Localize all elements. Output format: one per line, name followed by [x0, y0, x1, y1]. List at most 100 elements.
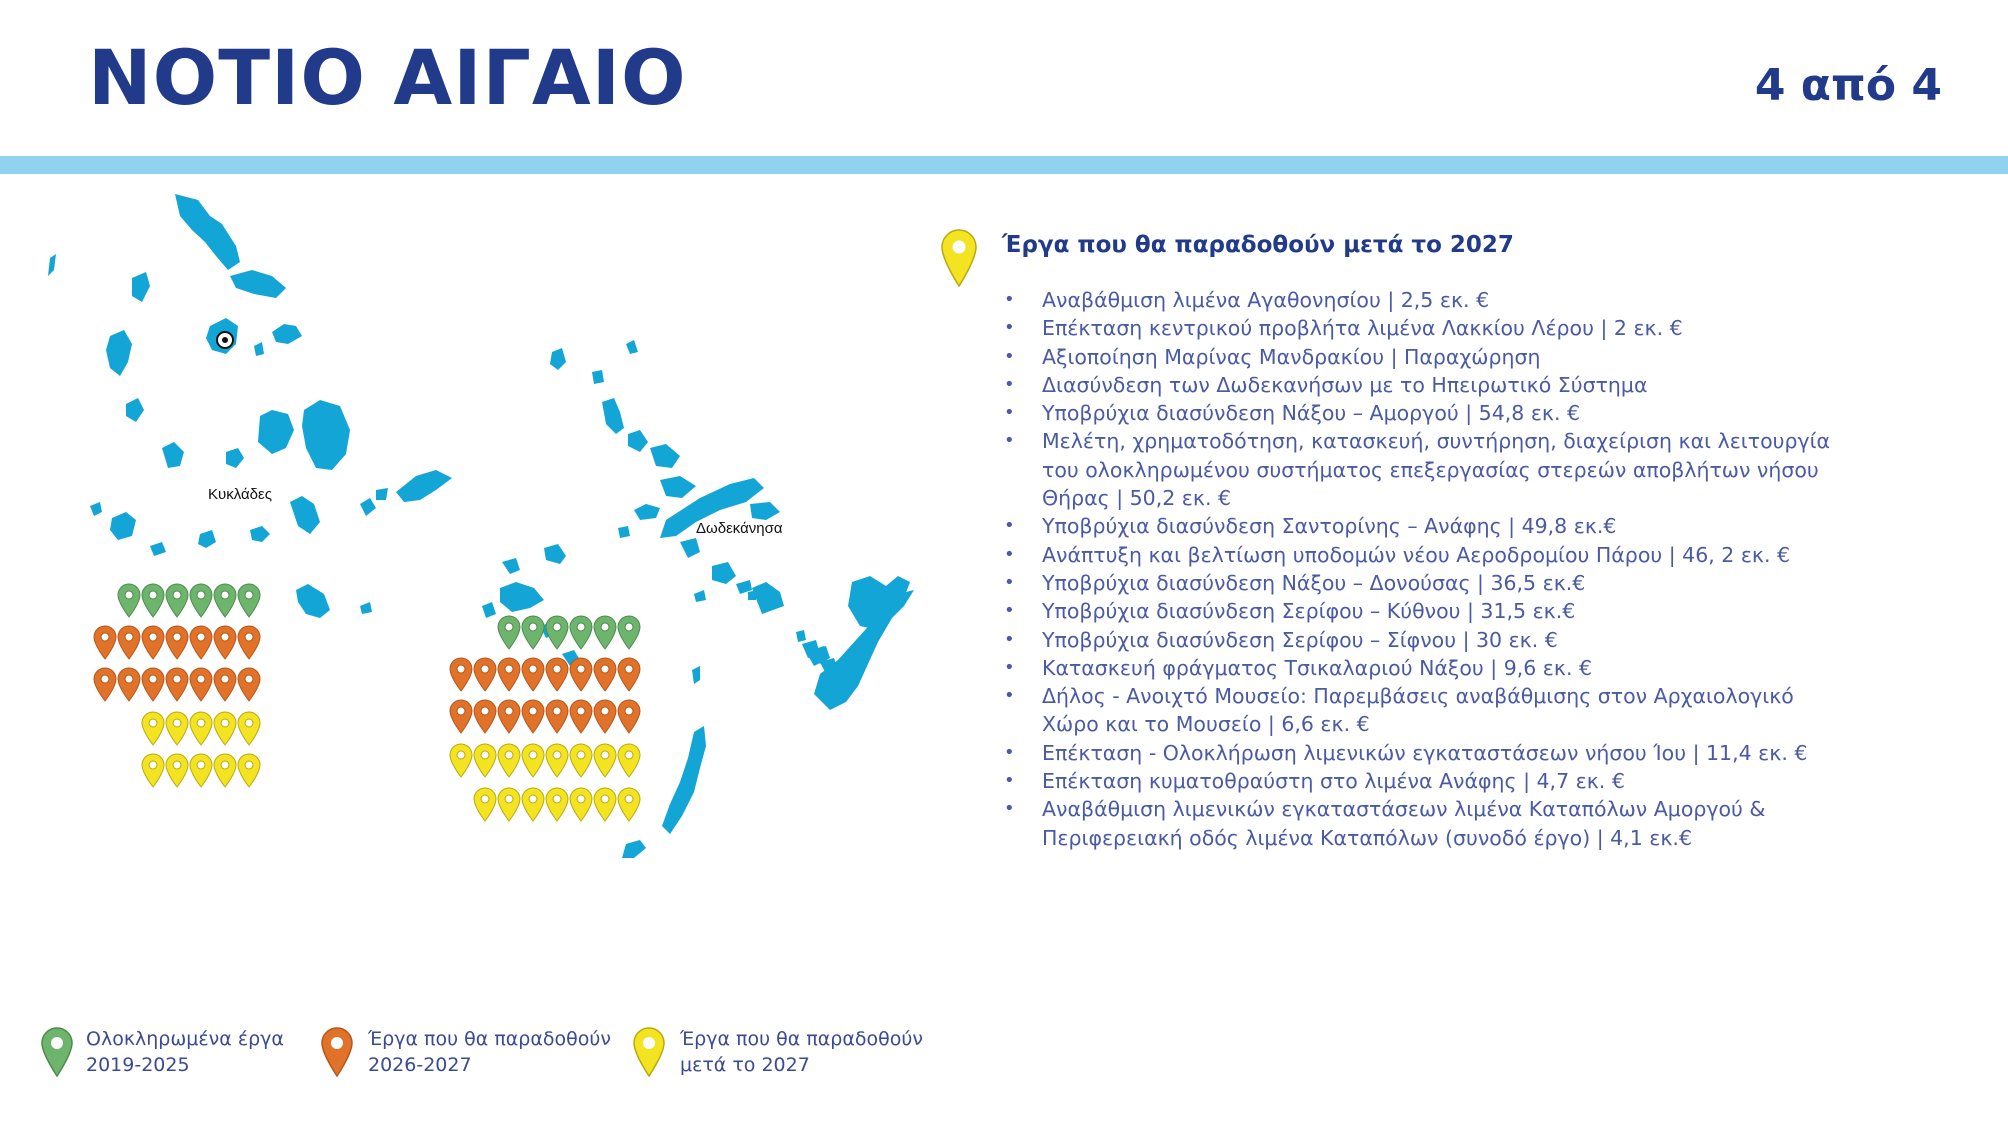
island-shape	[258, 410, 294, 454]
island-shape	[376, 488, 388, 500]
island-shape	[272, 324, 302, 344]
list-item: Αναβάθμιση λιμένα Αγαθονησίου | 2,5 εκ. …	[940, 286, 1842, 315]
island-shape	[660, 478, 764, 538]
green-pin-icon	[141, 583, 165, 618]
orange-pin-icon	[521, 699, 545, 734]
legend-label-line: Έργα που θα παραδοθούν	[680, 1028, 923, 1050]
projects-title: Έργα που θα παραδοθούν μετά το 2027	[1002, 232, 1514, 258]
island-shape	[296, 584, 330, 618]
green-pin-icon	[237, 583, 261, 618]
orange-pin-icon	[93, 667, 117, 702]
island-shape	[110, 512, 136, 540]
island-shape	[602, 398, 624, 434]
legend-label-line: 2026-2027	[368, 1054, 472, 1076]
island-shape	[360, 498, 376, 516]
orange-pin-icon	[569, 657, 593, 692]
orange-pin-icon	[321, 1027, 353, 1078]
island-shape	[162, 442, 184, 468]
cyclades-label: Κυκλάδες	[208, 486, 272, 503]
island-shape	[848, 576, 910, 630]
island-shape	[680, 538, 700, 558]
orange-pin-icon	[569, 699, 593, 734]
legend-label-line: 2019-2025	[86, 1054, 190, 1076]
list-item: Αναβάθμιση λιμενικών εγκαταστάσεων λιμέν…	[940, 795, 1842, 852]
legend: Ολοκληρωμένα έργα 2019-2025 Έργα που θα …	[40, 1022, 940, 1082]
map-svg: Κυκλάδες Δωδεκάνησα	[48, 194, 914, 858]
orange-pin-icon	[545, 699, 569, 734]
legend-label: Έργα που θα παραδοθούν μετά το 2027	[680, 1026, 923, 1078]
green-pin-icon	[165, 583, 189, 618]
list-item: Επέκταση κυματοθραύστη στο λιμένα Ανάφης…	[940, 767, 1842, 796]
island-shape	[360, 602, 372, 614]
list-item: Επέκταση - Ολοκλήρωση λιμενικών εγκαταστ…	[940, 739, 1842, 768]
island-shape	[694, 590, 706, 602]
list-item: Δήλος - Ανοιχτό Μουσείο: Παρεμβάσεις ανα…	[940, 682, 1842, 739]
orange-pin-icon	[237, 625, 261, 660]
yellow-pin-icon	[213, 753, 237, 788]
yellow-pin-icon	[189, 711, 213, 746]
island-shape	[650, 444, 680, 468]
yellow-pin-icon	[141, 753, 165, 788]
island-shape	[150, 542, 166, 556]
island-shape	[482, 602, 496, 618]
legend-label: Ολοκληρωμένα έργα 2019-2025	[86, 1026, 284, 1078]
cyclades-after-markers	[141, 711, 261, 788]
island-shape	[132, 272, 150, 302]
orange-pin-icon	[449, 699, 473, 734]
orange-pin-icon	[237, 667, 261, 702]
island-shape	[106, 330, 132, 376]
yellow-pin-icon	[545, 787, 569, 822]
orange-pin-icon	[213, 625, 237, 660]
island-shape	[302, 400, 350, 470]
projects-panel: Έργα που θα παραδοθούν μετά το 2027 Αναβ…	[940, 228, 1890, 852]
yellow-pin-icon	[497, 743, 521, 778]
islands-layer	[48, 194, 914, 858]
orange-pin-icon	[449, 657, 473, 692]
yellow-pin-icon	[165, 753, 189, 788]
capital-marker	[216, 331, 234, 349]
green-pin-icon	[617, 615, 641, 650]
list-item: Υποβρύχια διασύνδεση Σερίφου – Κύθνου | …	[940, 597, 1842, 626]
yellow-pin-icon	[941, 229, 977, 288]
orange-pin-icon	[593, 657, 617, 692]
island-shape	[736, 580, 752, 594]
island-shape	[250, 526, 270, 542]
island-shape	[592, 370, 604, 384]
yellow-pin-icon	[165, 711, 189, 746]
island-shape	[692, 666, 700, 684]
yellow-pin-icon	[237, 753, 261, 788]
green-pin-icon	[593, 615, 617, 650]
projects-header: Έργα που θα παραδοθούν μετά το 2027	[940, 228, 1890, 288]
orange-pin-icon	[473, 699, 497, 734]
orange-pin-icon	[617, 657, 641, 692]
yellow-pin-icon	[545, 743, 569, 778]
island-shape	[254, 342, 264, 356]
list-item: Υποβρύχια διασύνδεση Σαντορίνης – Ανάφης…	[940, 512, 1842, 541]
legend-label-line: μετά το 2027	[680, 1054, 810, 1076]
orange-pin-icon	[545, 657, 569, 692]
list-item: Υποβρύχια διασύνδεση Νάξου – Αμοργού | 5…	[940, 399, 1842, 428]
legend-item-after-2027: Έργα που θα παραδοθούν μετά το 2027	[632, 1022, 932, 1082]
orange-pin-icon	[141, 625, 165, 660]
orange-pin-icon	[213, 667, 237, 702]
list-item: Επέκταση κεντρικού προβλήτα λιμένα Λακκί…	[940, 314, 1842, 343]
yellow-pin-icon	[237, 711, 261, 746]
island-shape	[662, 726, 706, 834]
orange-pin-icon	[189, 625, 213, 660]
island-shape	[626, 340, 638, 354]
island-shape	[618, 526, 630, 538]
yellow-pin-icon	[449, 743, 473, 778]
orange-pin-icon	[165, 667, 189, 702]
orange-pin-icon	[521, 657, 545, 692]
island-shape	[712, 562, 736, 584]
island-shape	[90, 502, 102, 516]
island-shape	[796, 630, 806, 642]
legend-label: Έργα που θα παραδοθούν 2026-2027	[368, 1026, 611, 1078]
island-shape	[48, 254, 56, 276]
orange-pin-icon	[497, 699, 521, 734]
page-counter: 4 από 4	[1754, 60, 1942, 111]
yellow-pin-icon	[473, 743, 497, 778]
orange-pin-icon	[141, 667, 165, 702]
green-pin-icon	[521, 615, 545, 650]
list-item: Υποβρύχια διασύνδεση Σερίφου – Σίφνου | …	[940, 626, 1842, 655]
